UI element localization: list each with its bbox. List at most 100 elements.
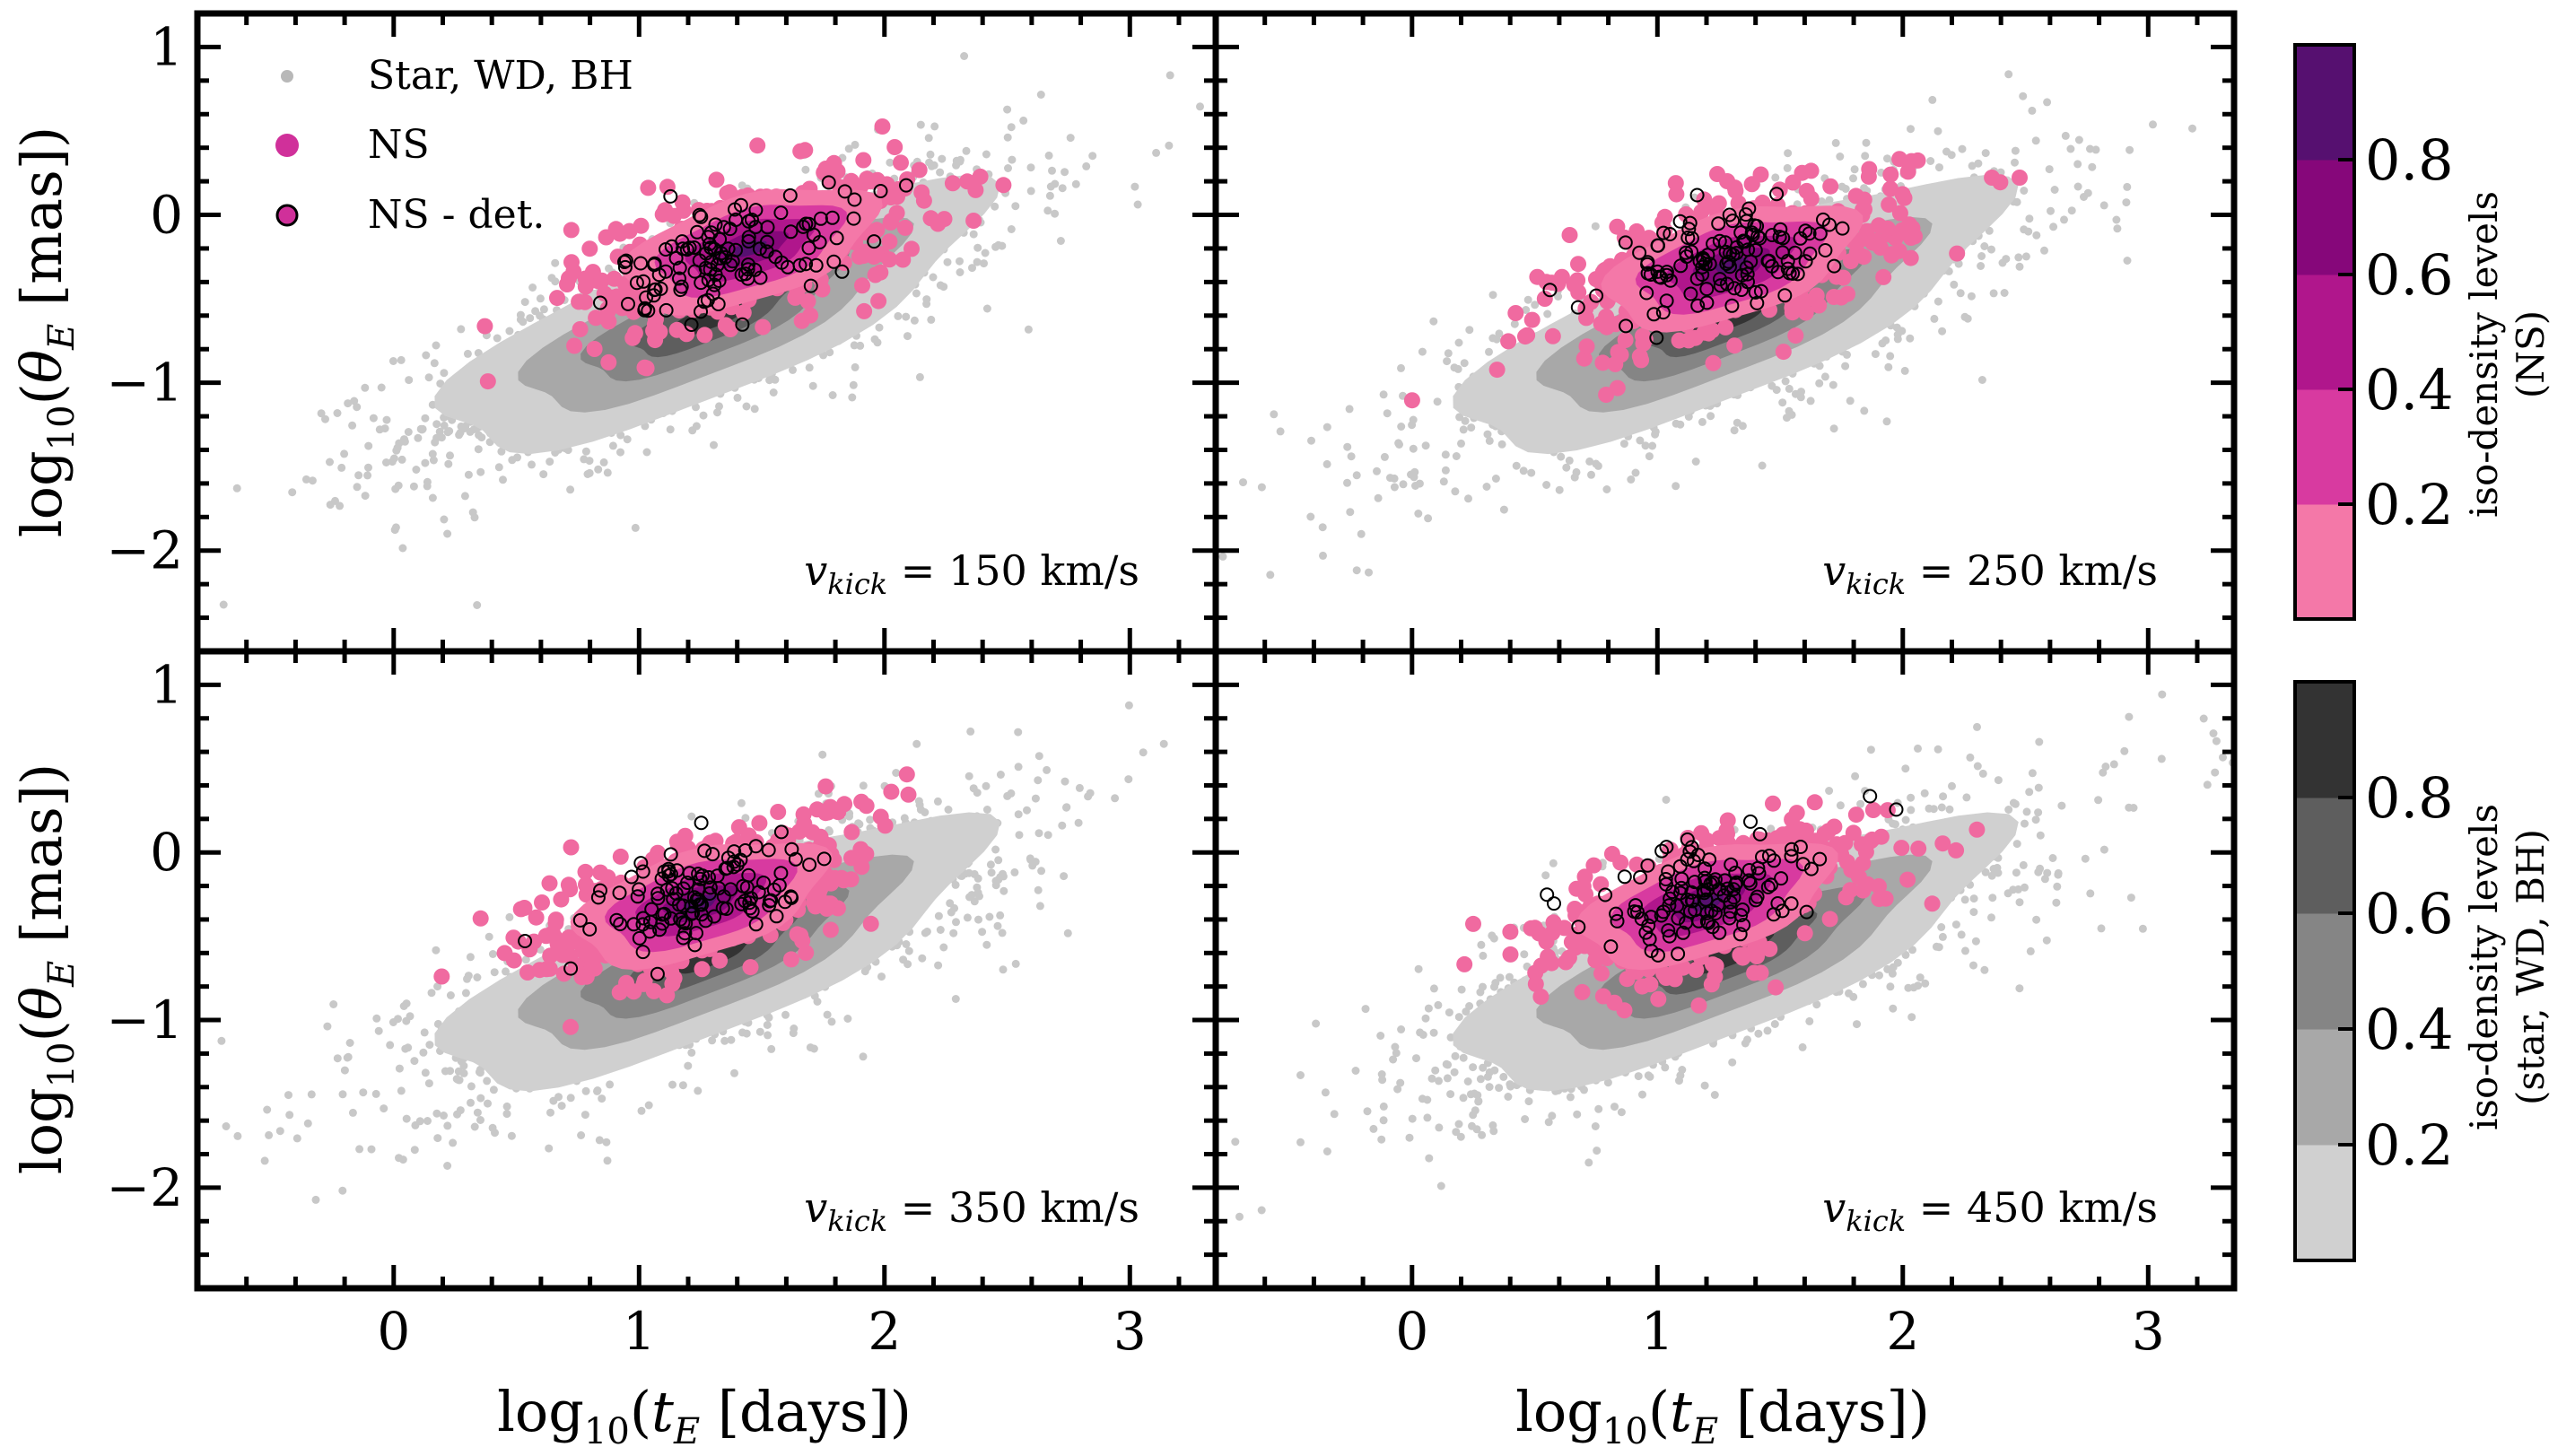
ns-detected-point <box>664 239 679 254</box>
bg-point <box>463 349 472 358</box>
ns-point <box>1583 293 1600 310</box>
ns-detected-point <box>1650 238 1665 253</box>
bg-point <box>344 399 353 408</box>
bg-point <box>422 351 431 360</box>
bg-point <box>727 1035 736 1044</box>
bg-point <box>805 363 814 372</box>
ns-detected-point <box>1725 214 1741 229</box>
bg-point <box>2012 197 2021 206</box>
bg-point <box>1977 252 1986 260</box>
bg-point <box>1977 262 1986 270</box>
bg-point <box>1883 154 1891 163</box>
panel-vkick-150: vkick = 150 km/s <box>219 52 1204 609</box>
bg-point <box>1455 413 1464 422</box>
ns-point <box>1860 168 1877 185</box>
ns-detected-point <box>745 213 759 227</box>
ns-point <box>1569 272 1586 289</box>
bg-point <box>2073 160 2082 169</box>
ns-detected-point <box>617 255 632 269</box>
bg-point <box>1783 163 1792 172</box>
ns-point <box>1610 344 1627 361</box>
ns-point <box>1775 344 1792 361</box>
ns-point <box>708 171 725 188</box>
bg-point <box>1061 168 1069 177</box>
ns-point <box>755 318 772 336</box>
bg-point <box>348 421 357 430</box>
bg-point <box>912 739 921 748</box>
ns-point <box>1403 392 1420 409</box>
ns-point <box>1891 205 1908 222</box>
bg-point <box>338 1186 347 1195</box>
ns-point <box>889 188 905 205</box>
ns-point <box>657 204 674 220</box>
bg-point <box>1825 196 1834 205</box>
bg-point <box>926 150 935 159</box>
bg-point <box>364 441 373 450</box>
bg-point <box>1499 505 1508 514</box>
bg-point <box>1034 752 1043 761</box>
bg-point <box>429 456 438 465</box>
ns-point <box>893 154 909 171</box>
ns-point <box>1678 205 1695 222</box>
ns-point <box>1864 234 1881 251</box>
ns-point <box>1881 196 1898 214</box>
bg-point <box>2028 106 2037 115</box>
bg-point <box>1565 456 1574 465</box>
bg-point <box>461 422 470 431</box>
ns-detected-point <box>834 264 850 279</box>
bg-point <box>1967 292 1976 301</box>
bg-point <box>377 383 386 392</box>
ns-detected-point <box>1711 216 1726 231</box>
bg-point <box>1380 452 1389 461</box>
bg-point <box>2015 262 2024 271</box>
ns-detected-point <box>867 234 882 249</box>
bg-point <box>1026 163 1035 172</box>
bg-point <box>1452 452 1461 460</box>
ns-detected-point <box>1680 231 1696 245</box>
bg-point <box>851 140 860 149</box>
bg-point <box>1088 152 1097 161</box>
bg-point <box>473 601 482 609</box>
bg-point <box>1592 459 1601 468</box>
bg-point <box>1989 289 1998 298</box>
ns-detected-point <box>672 271 686 286</box>
bg-point <box>2091 145 2100 154</box>
bg-point <box>849 380 858 389</box>
bg-point <box>877 972 886 981</box>
bg-point <box>222 1122 231 1130</box>
ns-point <box>1839 285 1855 302</box>
bg-point <box>1306 512 1315 521</box>
bg-point <box>2045 165 2054 174</box>
bg-point <box>1543 310 1552 318</box>
ns-detected-point <box>899 178 913 193</box>
bg-point <box>1787 410 1796 419</box>
ns-detected-point <box>686 240 702 255</box>
ns-point <box>1891 151 1908 168</box>
ns-point <box>1635 327 1651 344</box>
bg-point <box>446 451 454 460</box>
bg-point <box>464 470 473 479</box>
bg-point <box>999 965 1008 974</box>
bg-point <box>430 359 439 368</box>
ns-detected-point <box>1679 249 1694 264</box>
bg-point <box>2040 246 2048 255</box>
ns-detected-point <box>1816 212 1830 227</box>
ns-point <box>856 302 873 319</box>
bg-point <box>340 449 349 458</box>
ns-detected-point <box>651 267 667 283</box>
ns-detected-point <box>641 303 656 318</box>
bg-point <box>934 911 943 920</box>
ns-point <box>1598 387 1615 403</box>
ns-detected-point <box>873 184 888 198</box>
ns-point <box>867 266 884 283</box>
bg-point <box>1898 327 1907 336</box>
bg-point <box>382 458 390 466</box>
bg-point <box>440 369 449 378</box>
bg-point <box>927 315 936 324</box>
bg-point <box>996 911 1005 920</box>
bg-point <box>859 781 868 790</box>
bg-point <box>1619 440 1628 449</box>
ns-detected-point <box>1802 226 1817 241</box>
bg-point <box>409 482 418 491</box>
